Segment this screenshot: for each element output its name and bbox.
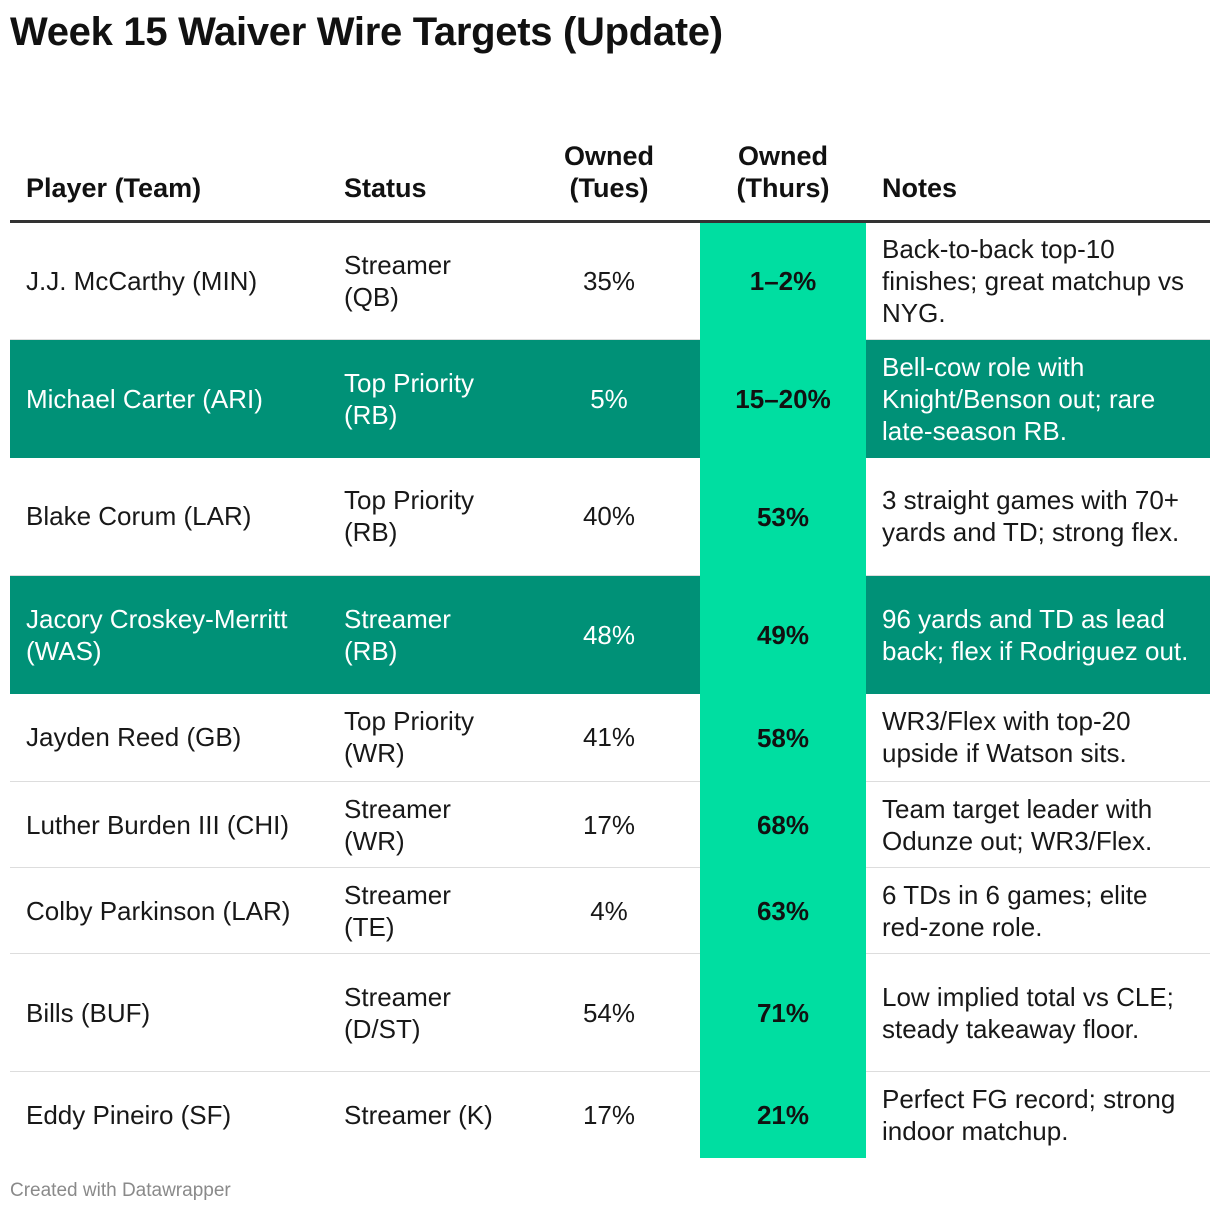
cell-status: Streamer (WR) [328,781,518,868]
cell-owned-tues: 17% [518,781,700,868]
cell-owned-tues: 48% [518,575,700,694]
table-row: Michael Carter (ARI) Top Priority (RB) 5% 1… [10,339,1210,458]
cell-notes: Perfect FG record; strong indoor matchup… [882,1083,1176,1146]
cell-player: Bills (BUF) [10,953,328,1072]
cell-player: Eddy Pineiro (SF) [26,1099,232,1130]
waiver-table: Player (Team) Status Owned (Tues) Owned … [10,108,1210,1158]
cell-notes: 96 yards and TD as lead back; flex if Ro… [866,575,1210,694]
column-header-player[interactable]: Player (Team) [10,108,328,223]
cell-owned-tues: 4% [518,867,700,954]
column-header-owned-tues[interactable]: Owned (Tues) [518,108,700,223]
cell-player: Michael Carter (ARI) [10,339,328,458]
table-row: Luther Burden III (CHI) Streamer (WR) 17% 6… [10,781,1210,868]
cell-owned-thurs: 71% [700,953,866,1072]
cell-status: Streamer (K) [344,1099,493,1130]
cell-owned-tues: 41% [518,693,700,782]
cell-player: J.J. McCarthy (MIN) [10,221,328,340]
table-row: Colby Parkinson (LAR) Streamer (TE) 4% 63% 6… [10,867,1210,954]
cell-owned-tues: 54% [518,953,700,1072]
cell-notes: Bell-cow role with Knight/Benson out; ra… [866,339,1210,458]
cell-status: Top Priority (RB) [328,339,518,458]
cell-notes: Team target leader with Odunze out; WR3/… [866,781,1210,868]
cell-notes: 3 straight games with 70+ yards and TD; … [866,457,1210,576]
table-row: J.J. McCarthy (MIN) Streamer (QB) 35% 1–2% B… [10,221,1210,340]
table-row: Bills (BUF) Streamer (D/ST) 54% 71% Low impl… [10,953,1210,1072]
column-header-owned-thurs[interactable]: Owned (Thurs) [700,108,866,223]
cell-status: Streamer (RB) [328,575,518,694]
cell-owned-tues: 17% [582,1099,636,1130]
table-body: J.J. McCarthy (MIN) Streamer (QB) 35% 1–2% B… [10,221,1210,1158]
cell-notes: 6 TDs in 6 games; elite red-zone role. [866,867,1210,954]
cell-player: Jacory Croskey-Merritt (WAS) [10,575,328,694]
cell-notes: Low implied total vs CLE; steady takeawa… [866,953,1210,1072]
table-row: Eddy Pineiro (SF) Streamer (K) 17% 21% Perfe… [10,1071,1210,1158]
table-header-row: Player (Team) Status Owned (Tues) Owned … [10,108,1210,223]
table-row: Blake Corum (LAR) Top Priority (RB) 40% 53%… [10,457,1210,576]
cell-player: Jayden Reed (GB) [10,693,328,782]
cell-notes: WR3/Flex with top-20 upside if Watson si… [866,693,1210,782]
cell-status: Streamer (TE) [328,867,518,954]
table-row: Jayden Reed (GB) Top Priority (WR) 41% 58% W… [10,693,1210,782]
cell-player: Blake Corum (LAR) [10,457,328,576]
cell-owned-tues: 40% [518,457,700,576]
cell-owned-thurs: 58% [700,693,866,782]
cell-status: Top Priority (RB) [328,457,518,576]
cell-owned-thurs: 49% [700,575,866,694]
cell-status: Streamer (QB) [328,221,518,340]
cell-status: Streamer (D/ST) [328,953,518,1072]
cell-owned-thurs: 53% [700,457,866,576]
cell-owned-thurs: 63% [700,867,866,954]
cell-owned-tues: 35% [518,221,700,340]
cell-player: Luther Burden III (CHI) [10,781,328,868]
attribution-footer: Created with Datawrapper [10,1180,231,1201]
cell-owned-thurs: 68% [700,781,866,868]
cell-owned-thurs: 15–20% [700,339,866,458]
table-row: Jacory Croskey-Merritt (WAS) Streamer (RB… [10,575,1210,694]
cell-owned-thurs: 1–2% [700,221,866,340]
cell-owned-tues: 5% [518,339,700,458]
column-header-notes[interactable]: Notes [866,108,1210,223]
chart-title: Week 15 Waiver Wire Targets (Update) [10,10,723,54]
cell-status: Top Priority (WR) [328,693,518,782]
cell-player: Colby Parkinson (LAR) [10,867,328,954]
column-header-status[interactable]: Status [328,108,518,223]
cell-notes: Back-to-back top-10 finishes; great matc… [866,221,1210,340]
cell-owned-thurs: 21% [700,1071,866,1158]
